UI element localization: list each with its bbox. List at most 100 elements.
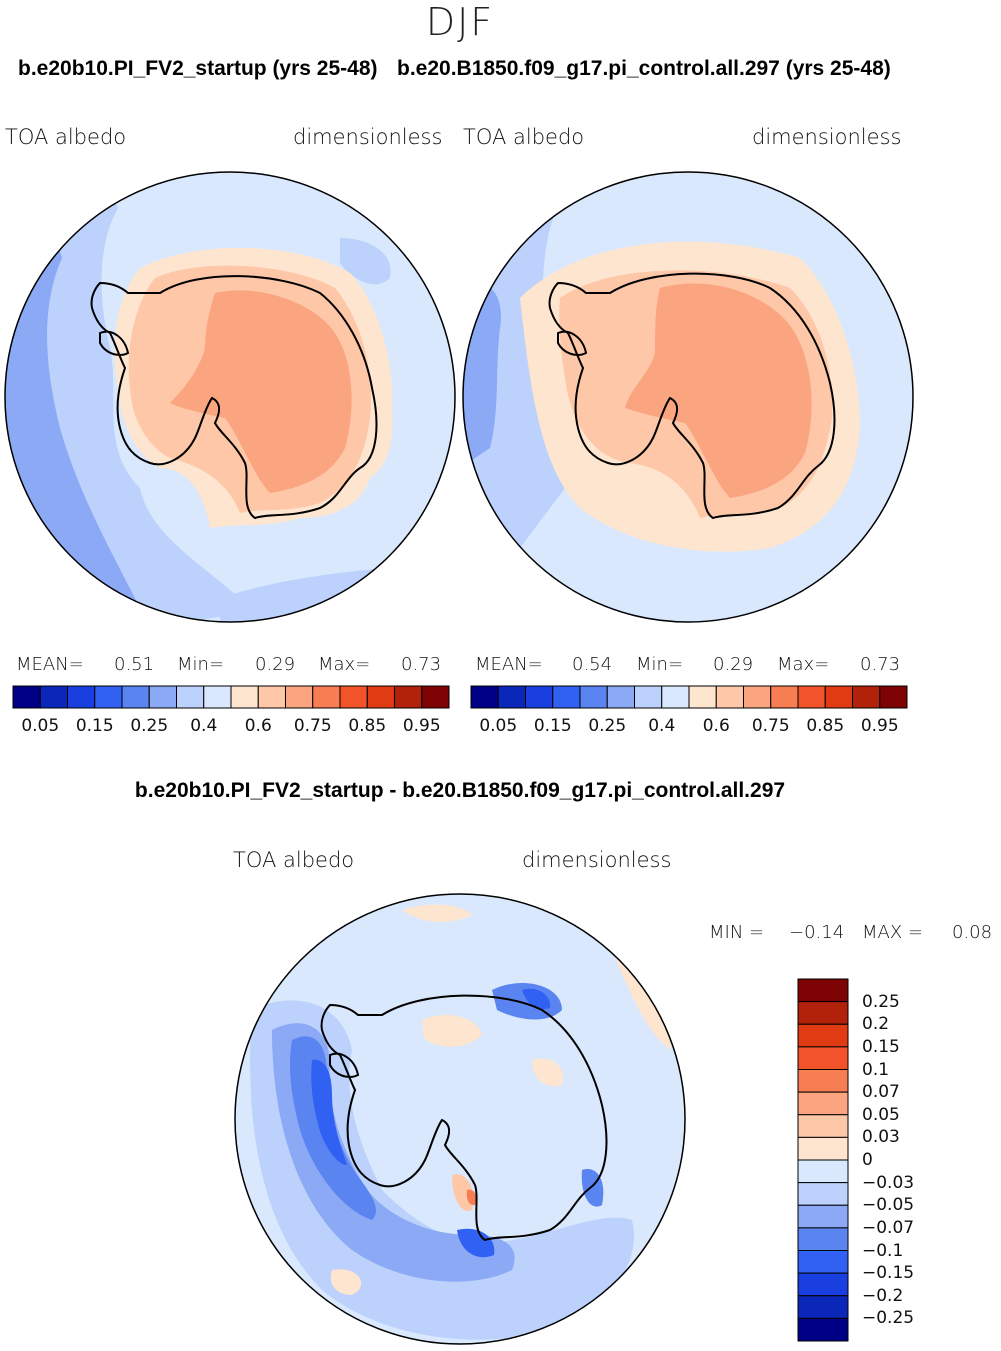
panel-2-max-value: 0.73 (860, 654, 901, 675)
panel-1-colorbar-tick-label: 0.85 (348, 716, 387, 736)
panel-1-colorbar-swatch (366, 685, 395, 709)
panel-2-units: dimensionless (752, 125, 902, 149)
panel-2-colorbar-tick-label: 0.4 (648, 716, 676, 736)
panel-2-colorbar-tick-label: 0.95 (860, 716, 899, 736)
diff-colorbar-tick-label: −0.07 (862, 1217, 915, 1238)
diff-colorbar-swatch (797, 1091, 849, 1116)
panel-2-variable: TOA albedo (463, 125, 585, 149)
panel-2-min-value: 0.29 (713, 654, 754, 675)
diff-colorbar-swatch (797, 1114, 849, 1138)
panel-2-colorbar-swatch (879, 685, 908, 709)
diff-colorbar-tick-label: 0.03 (862, 1127, 900, 1148)
diff-colorbar-swatch (797, 978, 849, 1003)
panel-2-colorbar-swatch (552, 685, 581, 709)
diff-colorbar-swatch (797, 1046, 849, 1070)
panel-1-colorbar-swatch (176, 685, 205, 709)
panel-1-colorbar-swatch (421, 685, 450, 709)
panel-2-colorbar-tick-label: 0.85 (806, 716, 845, 736)
panel-2-colorbar-swatch (470, 685, 499, 709)
diff-colorbar-tick-label: 0.2 (862, 1014, 890, 1035)
diff-colorbar-swatch (797, 1023, 849, 1048)
panel-2-colorbar-swatch (525, 685, 554, 709)
panel-2-colorbar-swatch (797, 685, 826, 709)
panel-2-map (462, 171, 914, 623)
panel-2-colorbar-tick-label: 0.75 (751, 716, 790, 736)
diff-max-value: 0.08 (952, 922, 993, 943)
diff-colorbar-tick-label: −0.15 (862, 1263, 915, 1284)
diff-min-label: MIN = (709, 922, 765, 943)
panel-2-colorbar-tick-label: 0.6 (702, 716, 730, 736)
panel-1-colorbar-swatch (339, 685, 368, 709)
diff-colorbar-swatch (797, 1295, 849, 1319)
panel-1-max-label: Max= (318, 654, 371, 675)
panel-1-colorbar-swatch (67, 685, 96, 709)
diff-colorbar-tick-label: 0 (862, 1150, 873, 1170)
panel-1-colorbar-tick-label: 0.75 (293, 716, 332, 736)
panel-2-mean-label: MEAN= (475, 654, 543, 675)
diff-colorbar-tick-label: 0.15 (862, 1036, 900, 1057)
panel-2-colorbar-swatch (606, 685, 635, 709)
panel-1-colorbar-swatch (312, 685, 341, 709)
panel-1-colorbar-tick-label: 0.4 (190, 716, 218, 736)
diff-colorbar-swatch (797, 1250, 849, 1274)
diff-colorbar-tick-label: −0.2 (862, 1285, 904, 1306)
diff-variable: TOA albedo (233, 848, 355, 872)
panel-1-max-value: 0.73 (401, 654, 442, 675)
panel-1-colorbar-swatch (257, 685, 286, 709)
diff-colorbar-tick-label: 0.25 (862, 991, 900, 1012)
panel-1-colorbar-swatch (39, 685, 68, 709)
panel-2-colorbar (470, 685, 908, 709)
panel-2-colorbar-swatch (497, 685, 526, 709)
diff-colorbar-tick-label: −0.05 (862, 1195, 915, 1216)
diff-colorbar-swatch (797, 1136, 849, 1161)
panel-1-colorbar-swatch (285, 685, 314, 709)
panel-1-mean-label: MEAN= (16, 654, 84, 675)
panel-2-colorbar-swatch (579, 685, 608, 709)
panel-1-colorbar-tick-label: 0.6 (244, 716, 272, 736)
panel-1-colorbar-swatch (230, 685, 259, 709)
diff-map (234, 893, 686, 1345)
panel-2-colorbar-tick-label: 0.05 (479, 716, 518, 736)
diff-colorbar-tick-label: 0.07 (862, 1082, 900, 1103)
panel-1-colorbar-swatch (12, 685, 41, 709)
panel-1-map (4, 171, 456, 623)
panel-1-colorbar (12, 685, 450, 709)
panel-2-colorbar-swatch (770, 685, 799, 709)
panel-1-colorbar-tick-label: 0.05 (21, 716, 60, 736)
diff-colorbar-swatch (797, 1069, 849, 1093)
diff-colorbar-swatch (797, 1317, 849, 1342)
panel-2-colorbar-swatch (715, 685, 744, 709)
panel-1-colorbar-tick-label: 0.25 (130, 716, 169, 736)
panel-1-units: dimensionless (293, 125, 443, 149)
panel-1-min-label: Min= (177, 654, 225, 675)
panel-1-colorbar-swatch (94, 685, 123, 709)
panel-1-title: b.e20b10.PI_FV2_startup (yrs 25-48) (18, 57, 378, 80)
panel-1-min-value: 0.29 (255, 654, 296, 675)
panel-1-colorbar-swatch (148, 685, 177, 709)
diff-colorbar (797, 978, 849, 1342)
panel-1-colorbar-swatch (203, 685, 232, 709)
diff-title: b.e20b10.PI_FV2_startup - b.e20.B1850.f0… (134, 779, 786, 802)
panel-1-variable: TOA albedo (5, 125, 127, 149)
panel-2-title: b.e20.B1850.f09_g17.pi_control.all.297 (… (397, 57, 891, 80)
diff-colorbar-tick-label: −0.1 (862, 1240, 904, 1261)
panel-2-colorbar-swatch (824, 685, 853, 709)
panel-2-colorbar-swatch (634, 685, 663, 709)
diff-colorbar-swatch (797, 1182, 849, 1206)
diff-colorbar-swatch (797, 1204, 849, 1229)
panel-2-min-label: Min= (636, 654, 684, 675)
diff-colorbar-tick-label: 0.1 (862, 1059, 890, 1080)
panel-2-colorbar-tick-label: 0.25 (588, 716, 627, 736)
panel-2-colorbar-swatch (852, 685, 881, 709)
diff-colorbar-tick-label: −0.25 (862, 1308, 915, 1329)
panel-2-mean-value: 0.54 (572, 654, 613, 675)
diff-colorbar-tick-label: 0.05 (862, 1104, 900, 1125)
diff-colorbar-swatch (797, 1001, 849, 1025)
diff-max-label: MAX = (862, 922, 923, 943)
diff-min-value: −0.14 (789, 922, 845, 943)
diff-colorbar-tick-label: −0.03 (862, 1172, 915, 1193)
panel-2-colorbar-tick-label: 0.15 (533, 716, 572, 736)
diff-colorbar-swatch (797, 1159, 849, 1184)
panel-1-colorbar-tick-label: 0.15 (75, 716, 114, 736)
panel-2-colorbar-swatch (661, 685, 690, 709)
